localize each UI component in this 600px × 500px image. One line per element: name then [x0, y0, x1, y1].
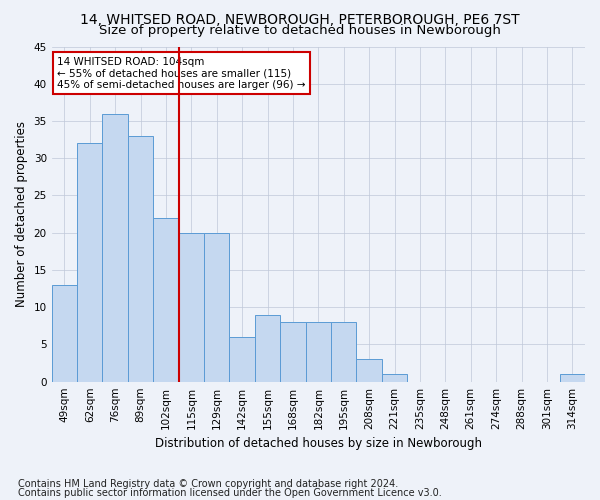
Text: 14, WHITSED ROAD, NEWBOROUGH, PETERBOROUGH, PE6 7ST: 14, WHITSED ROAD, NEWBOROUGH, PETERBOROU…: [80, 12, 520, 26]
Bar: [356, 360, 382, 382]
Bar: [103, 114, 128, 382]
Bar: [179, 232, 204, 382]
Bar: [128, 136, 153, 382]
Text: Contains HM Land Registry data © Crown copyright and database right 2024.: Contains HM Land Registry data © Crown c…: [18, 479, 398, 489]
Bar: [305, 322, 331, 382]
Text: Contains public sector information licensed under the Open Government Licence v3: Contains public sector information licen…: [18, 488, 442, 498]
Bar: [52, 285, 77, 382]
Bar: [280, 322, 305, 382]
X-axis label: Distribution of detached houses by size in Newborough: Distribution of detached houses by size …: [155, 437, 482, 450]
Bar: [77, 144, 103, 382]
Bar: [153, 218, 179, 382]
Bar: [382, 374, 407, 382]
Text: Size of property relative to detached houses in Newborough: Size of property relative to detached ho…: [99, 24, 501, 37]
Bar: [204, 232, 229, 382]
Bar: [560, 374, 585, 382]
Bar: [331, 322, 356, 382]
Text: 14 WHITSED ROAD: 104sqm
← 55% of detached houses are smaller (115)
45% of semi-d: 14 WHITSED ROAD: 104sqm ← 55% of detache…: [57, 56, 305, 90]
Y-axis label: Number of detached properties: Number of detached properties: [15, 121, 28, 307]
Bar: [229, 337, 255, 382]
Bar: [255, 314, 280, 382]
